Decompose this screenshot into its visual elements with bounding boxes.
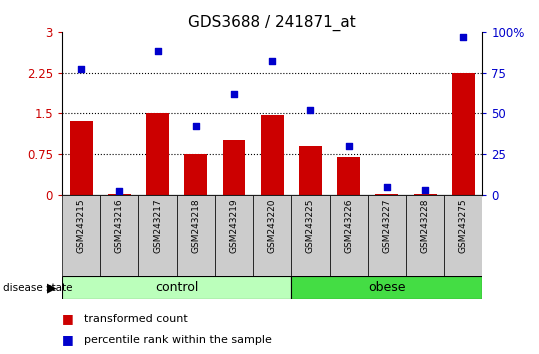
- Bar: [62, 195, 100, 276]
- Bar: [184, 154, 207, 195]
- Text: GSM243219: GSM243219: [230, 199, 238, 253]
- Bar: [452, 73, 475, 195]
- Point: [268, 58, 277, 64]
- Bar: [139, 195, 177, 276]
- Point: [115, 189, 123, 194]
- Point: [306, 107, 315, 113]
- Point: [421, 187, 430, 193]
- Bar: [223, 141, 245, 195]
- Bar: [368, 195, 406, 276]
- Point: [383, 184, 391, 189]
- Bar: [444, 195, 482, 276]
- Title: GDS3688 / 241871_at: GDS3688 / 241871_at: [188, 14, 356, 30]
- Point: [459, 34, 468, 40]
- Text: ■: ■: [62, 333, 74, 346]
- Text: control: control: [155, 281, 198, 294]
- Bar: [177, 195, 215, 276]
- Text: transformed count: transformed count: [84, 314, 187, 324]
- Bar: [261, 115, 284, 195]
- Point: [77, 67, 85, 72]
- Point: [153, 48, 162, 54]
- Text: disease state: disease state: [3, 282, 72, 293]
- Text: GSM243217: GSM243217: [153, 199, 162, 253]
- Text: GSM243227: GSM243227: [382, 199, 391, 253]
- Text: GSM243225: GSM243225: [306, 199, 315, 253]
- Text: GSM243226: GSM243226: [344, 199, 353, 253]
- Point: [230, 91, 238, 97]
- Text: GSM243216: GSM243216: [115, 199, 124, 253]
- Text: obese: obese: [368, 281, 406, 294]
- Bar: [253, 195, 291, 276]
- Text: GSM243228: GSM243228: [420, 199, 430, 253]
- Text: ▶: ▶: [47, 281, 57, 294]
- Text: GSM243218: GSM243218: [191, 199, 201, 253]
- Bar: [100, 195, 139, 276]
- Bar: [291, 276, 482, 299]
- Text: GSM243275: GSM243275: [459, 199, 468, 253]
- Text: percentile rank within the sample: percentile rank within the sample: [84, 335, 272, 345]
- Bar: [406, 195, 444, 276]
- Bar: [108, 194, 131, 195]
- Point: [344, 143, 353, 149]
- Text: GSM243220: GSM243220: [268, 199, 277, 253]
- Bar: [413, 194, 437, 195]
- Point: [191, 124, 200, 129]
- Bar: [375, 194, 398, 195]
- Bar: [329, 195, 368, 276]
- Bar: [299, 146, 322, 195]
- Bar: [70, 121, 93, 195]
- Bar: [215, 195, 253, 276]
- Bar: [146, 113, 169, 195]
- Text: ■: ■: [62, 312, 74, 325]
- Bar: [337, 157, 360, 195]
- Bar: [62, 276, 291, 299]
- Bar: [291, 195, 329, 276]
- Text: GSM243215: GSM243215: [77, 199, 86, 253]
